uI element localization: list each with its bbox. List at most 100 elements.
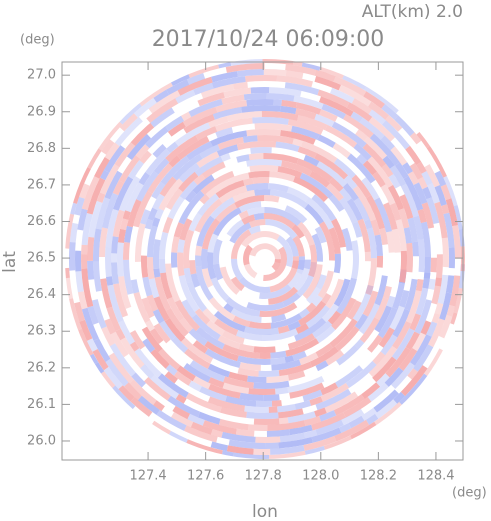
echo-cell [164, 318, 186, 342]
echo-cell [331, 121, 367, 148]
echo-cell [81, 213, 93, 246]
echo-cell [428, 318, 445, 348]
echo-cell [118, 320, 135, 345]
echo-cell [353, 197, 370, 222]
echo-cell [191, 314, 221, 341]
echo-cell [400, 365, 428, 397]
echo-cell [181, 111, 192, 121]
echo-cell [99, 227, 108, 257]
echo-cell [263, 68, 287, 77]
echo-cell [165, 308, 189, 337]
echo-cell [244, 263, 258, 279]
echo-cell [204, 348, 241, 368]
echo-cell [236, 154, 250, 163]
echo-cell [253, 380, 290, 390]
echo-cell [128, 160, 144, 180]
echo-cell [382, 120, 410, 150]
y-axis-label: lat [0, 251, 20, 273]
echo-cell [333, 76, 367, 97]
echo-cell [285, 70, 304, 79]
echo-cell [146, 294, 159, 312]
echo-cell [86, 236, 95, 261]
echo-cell [325, 349, 345, 366]
echo-cell [333, 158, 356, 179]
echo-cell [215, 127, 234, 138]
chart-title: 2017/10/24 06:09:00 [152, 27, 385, 52]
echo-cell [299, 308, 310, 319]
echo-cell [259, 352, 271, 359]
echo-cell [409, 313, 422, 331]
echo-cell [184, 425, 218, 443]
echo-cell [171, 412, 194, 428]
echo-cell [287, 186, 309, 202]
echo-cell [113, 283, 129, 318]
echo-cell [364, 219, 373, 230]
echo-cell [385, 347, 411, 378]
plot-frame [61, 61, 464, 461]
echo-cell [284, 355, 295, 363]
echo-cell [390, 146, 408, 166]
echo-cell [246, 98, 274, 107]
echo-cell [195, 326, 225, 350]
echo-cell [380, 135, 395, 151]
echo-cell [96, 120, 123, 151]
echo-cell [416, 130, 432, 149]
echo-cell [342, 183, 359, 202]
echo-cell [266, 374, 290, 383]
echo-cell [241, 214, 256, 225]
echo-cell [166, 141, 179, 154]
echo-cell [160, 155, 190, 186]
echo-cell [319, 109, 338, 122]
echo-cell [367, 156, 394, 188]
echo-cell [195, 126, 218, 141]
echo-cell [196, 215, 215, 247]
echo-cell [268, 406, 278, 413]
echo-cell [430, 257, 438, 273]
echo-cell [460, 246, 465, 272]
echo-cell [92, 349, 109, 371]
echo-cell [124, 382, 142, 401]
echo-cell [351, 240, 360, 279]
echo-cell [380, 334, 398, 356]
echo-cell [215, 117, 253, 132]
echo-cell [298, 300, 327, 326]
echo-cell [79, 319, 93, 341]
echo-cell [417, 208, 427, 224]
echo-cell [357, 218, 371, 253]
echo-cell [187, 62, 220, 78]
echo-cell [339, 187, 352, 202]
echo-cell [329, 194, 345, 212]
echo-cell [236, 140, 277, 151]
echo-cell [165, 115, 185, 132]
echo-cell [112, 180, 125, 196]
echo-cell [421, 202, 435, 229]
echo-cell [158, 348, 181, 371]
echo-cell [237, 69, 264, 77]
echo-cell [315, 343, 333, 358]
echo-cell [291, 125, 320, 140]
echo-cell [166, 79, 190, 95]
echo-cell [152, 239, 161, 269]
echo-cell [85, 147, 102, 169]
echo-cell [69, 222, 79, 243]
echo-cell [244, 405, 269, 414]
echo-cell [327, 310, 342, 325]
echo-cell [270, 357, 286, 365]
echo-cell [304, 259, 311, 270]
echo-cell [243, 244, 253, 266]
echo-cell [186, 73, 206, 85]
echo-cell [319, 410, 337, 422]
echo-cell [441, 237, 449, 268]
echo-cell [351, 98, 373, 115]
echo-cell [177, 252, 185, 277]
echo-cell [417, 239, 426, 273]
echo-cell [114, 142, 136, 168]
echo-cell [254, 123, 293, 132]
echo-cell [410, 334, 432, 366]
echo-cell [352, 185, 377, 222]
y-tick-label: 26.3 [27, 324, 56, 339]
echo-cell [165, 364, 178, 376]
echo-cell [311, 427, 342, 443]
echo-cell [86, 177, 106, 215]
echo-cell [295, 102, 322, 115]
